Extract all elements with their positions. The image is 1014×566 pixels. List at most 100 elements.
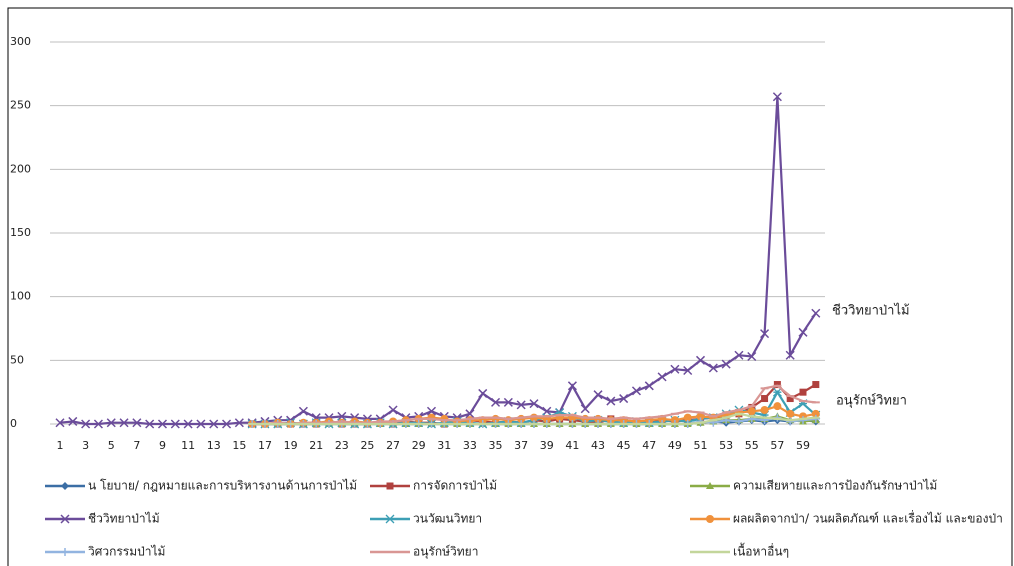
legend-item: น โยบาย/ กฎหมายและการบริหารงานด้านการป่า… [45,479,357,493]
x-tick-label: 7 [133,439,140,452]
legend-marker [385,514,395,524]
legend-item: การจัดการป่าไม้ [370,479,497,493]
annotation: อนุรักษ์วิทยา [836,393,907,409]
marker [478,388,488,398]
x-tick-label: 29 [412,439,426,452]
marker [773,381,781,389]
legend-label: อนุรักษ์วิทยา [413,545,478,560]
marker [760,329,770,339]
y-tick-label: 50 [10,353,24,366]
x-tick-label: 43 [591,439,605,452]
marker [183,419,193,429]
marker [761,395,769,403]
marker [734,417,743,426]
marker [786,395,794,403]
legend-marker [61,482,69,490]
marker [93,419,103,429]
marker [619,394,629,404]
x-tick-label: 53 [719,439,733,452]
x-tick-label: 25 [360,439,374,452]
x-tick-label: 15 [232,439,246,452]
x-tick-label: 33 [463,439,477,452]
x-tick-label: 57 [770,439,784,452]
marker [119,418,129,428]
x-tick-label: 39 [540,439,554,452]
marker [222,419,232,429]
marker [683,365,693,376]
series [248,384,820,426]
marker [721,359,731,369]
marker [747,351,757,362]
legend-marker [60,514,70,524]
marker [542,406,552,416]
series [248,412,820,426]
marker [799,388,807,396]
marker [708,363,718,373]
x-tick-label: 5 [108,439,115,452]
x-tick-label: 3 [82,439,89,452]
legend-item: ผลผลิตจากป่า/ วนผลิตภัณฑ์ และเรื่องไม้ แ… [690,510,1003,526]
marker [465,409,475,419]
legend-label: ชีววิทยาป่าไม้ [88,512,160,526]
legend-item: อนุรักษ์วิทยา [370,545,478,560]
marker [298,406,308,416]
legend-label: วิศวกรรมป่าไม้ [88,545,166,559]
marker [529,399,539,409]
y-tick-label: 300 [10,35,31,48]
x-tick-label: 19 [284,439,298,452]
marker [696,412,705,421]
x-tick-label: 59 [796,439,810,452]
marker [631,386,641,396]
y-tick-label: 200 [10,162,31,175]
legend-item: วนวัฒนวิทยา [370,512,482,526]
x-tick-label: 23 [335,439,349,452]
marker [55,418,65,428]
marker [695,355,706,365]
marker [106,418,116,428]
marker [145,419,155,429]
marker [157,419,168,429]
legend-marker [61,548,69,556]
marker [670,364,680,374]
x-tick-label: 1 [57,439,64,452]
legend-label: วนวัฒนวิทยา [413,512,482,526]
marker [760,405,769,414]
marker [503,397,513,407]
marker [812,381,820,389]
marker [772,387,782,397]
marker [811,308,821,318]
marker [811,409,820,418]
marker [170,419,180,429]
y-tick-label: 100 [10,290,31,303]
y-tick-label: 250 [10,99,31,112]
marker [785,350,795,360]
marker [209,419,219,429]
x-tick-label: 17 [258,439,272,452]
marker [81,419,91,429]
legend-label: เนื้อหาอื่นๆ [733,543,789,559]
legend-label: การจัดการป่าไม้ [413,479,497,493]
x-tick-label: 35 [489,439,503,452]
legend-label: ผลผลิตจากป่า/ วนผลิตภัณฑ์ และเรื่องไม้ แ… [733,510,1003,526]
marker [516,400,526,410]
marker [388,405,398,415]
legend-marker [706,482,714,489]
legend-label: น โยบาย/ กฎหมายและการบริหารงานด้านการป่า… [88,479,357,493]
marker [606,396,616,406]
marker [68,416,78,426]
marker [747,407,756,416]
marker [773,402,782,411]
x-tick-label: 31 [437,439,451,452]
marker [683,413,692,422]
legend-item: เนื้อหาอื่นๆ [690,543,789,559]
x-tick-label: 37 [514,439,528,452]
marker [772,92,782,102]
legend-marker [706,515,714,523]
x-tick-label: 27 [386,439,400,452]
y-tick-label: 0 [10,417,17,430]
legend-item: ชีววิทยาป่าไม้ [45,512,160,526]
x-tick-label: 49 [668,439,682,452]
marker [567,381,577,391]
x-tick-label: 51 [694,439,708,452]
